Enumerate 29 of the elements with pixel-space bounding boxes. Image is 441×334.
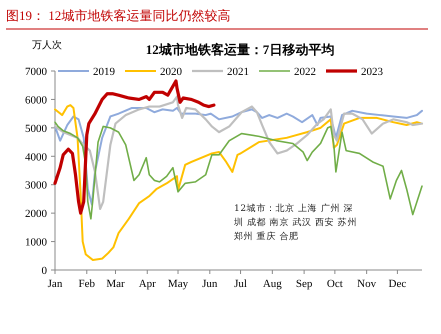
chart-subtitle: 12城市地铁客运量：7日移动平均 bbox=[146, 42, 334, 57]
x-tick-label: Feb bbox=[78, 278, 96, 290]
y-axis-title: 万人次 bbox=[32, 40, 62, 51]
y-tick-label: 7000 bbox=[25, 66, 48, 78]
legend-label: 2022 bbox=[294, 66, 316, 78]
chart-title: 图19： 12城市地铁客运量同比仍然较高 bbox=[6, 8, 230, 23]
legend-label: 2021 bbox=[227, 66, 249, 78]
y-tick-label: 5000 bbox=[25, 122, 48, 135]
x-tick-label: Jan bbox=[48, 278, 63, 290]
x-tick-label: Nov bbox=[357, 278, 377, 290]
x-tick-label: Jun bbox=[202, 278, 218, 290]
x-tick-label: Mar bbox=[106, 278, 125, 290]
x-tick-label: Apr bbox=[138, 278, 156, 290]
legend-label: 2023 bbox=[361, 66, 384, 78]
y-tick-label: 3000 bbox=[25, 180, 48, 192]
y-tick-label: 1000 bbox=[25, 236, 48, 249]
legend-label: 2019 bbox=[93, 66, 116, 78]
y-tick-label: 4000 bbox=[25, 151, 48, 164]
x-tick-label: Oct bbox=[326, 278, 343, 290]
x-tick-label: Aug bbox=[262, 278, 282, 290]
x-tick-label: Dec bbox=[388, 278, 406, 290]
y-tick-label: 6000 bbox=[25, 94, 48, 106]
y-tick-label: 0 bbox=[42, 265, 48, 277]
x-tick-label: May bbox=[168, 278, 189, 290]
x-tick-label: Sep bbox=[296, 278, 313, 290]
annotation: 12城市：北京 上海 广州 深圳 成都 南京 武汉 西安 苏州郑州 重庆 合肥 bbox=[234, 202, 358, 244]
x-tick-label: Jul bbox=[234, 278, 247, 290]
legend-label: 2020 bbox=[160, 66, 182, 78]
y-tick-label: 2000 bbox=[25, 208, 48, 220]
